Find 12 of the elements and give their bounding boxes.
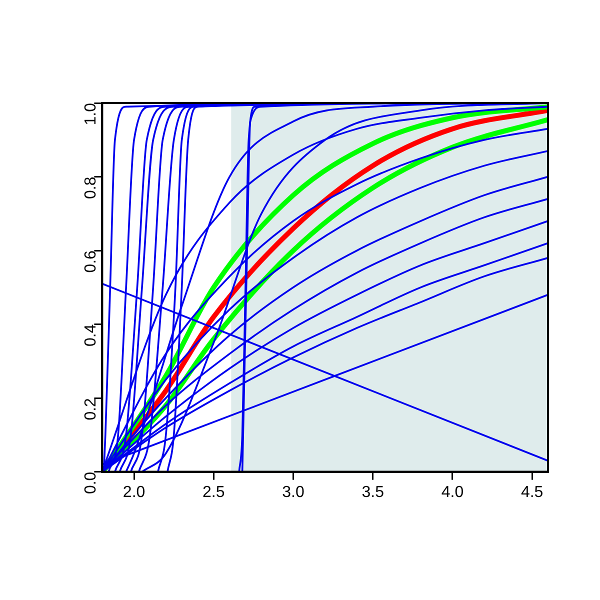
- y-tick-label: 0.0: [82, 472, 100, 494]
- y-tick-label: 0.2: [82, 398, 100, 420]
- x-tick-label: 3.0: [282, 484, 304, 501]
- x-tick-label: 2.0: [122, 484, 146, 501]
- y-tick-label: 0.6: [82, 250, 100, 273]
- x-tick-label: 4.0: [441, 484, 464, 501]
- x-tick-label: 2.5: [202, 484, 225, 501]
- y-tick-label: 0.4: [82, 324, 100, 347]
- y-tick-label: 1.0: [82, 102, 100, 126]
- x-tick-label: 4.5: [520, 484, 544, 501]
- y-tick-label: 0.8: [82, 176, 100, 200]
- x-tick-label: 3.5: [362, 484, 384, 501]
